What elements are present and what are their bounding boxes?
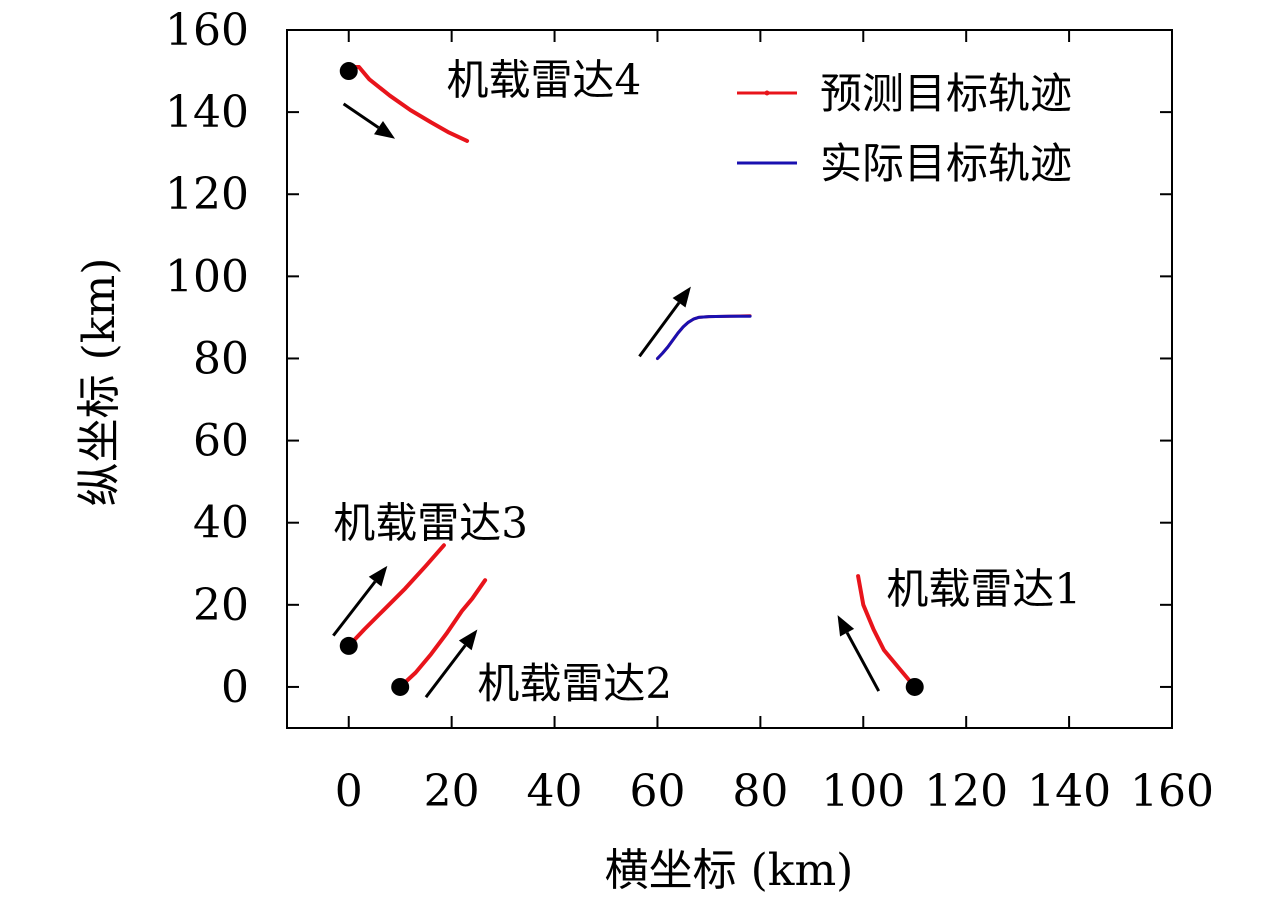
predicted-target-track [656,314,752,360]
y-tick-label: 60 [193,416,249,467]
y-tick-label: 20 [193,580,249,631]
x-tick-labels: 0 20 40 60 80 100 120 140 160 [335,766,1214,817]
x-tick-label: 40 [527,766,583,817]
legend-label-actual: 实际目标轨迹 [820,139,1072,188]
x-tick-label: 80 [732,766,788,817]
radar-position-marker [905,677,924,696]
x-tick-label: 60 [629,766,685,817]
y-tick-labels: 0 20 40 60 80 100 120 140 160 [165,5,249,713]
x-tick-label: 120 [924,766,1008,817]
y-tick-label: 40 [193,498,249,549]
y-tick-label: 0 [221,662,249,713]
x-tick-label: 0 [335,766,363,817]
motion-arrows [332,102,881,699]
motion-arrow-head [458,629,478,651]
radar-track [398,578,488,689]
y-tick-label: 160 [165,5,249,56]
radar-track [346,543,446,648]
y-axis-title: 纵坐标 (km) [74,258,125,507]
motion-arrow-shaft [424,644,467,699]
x-tick-label: 100 [821,766,905,817]
radar-label: 机载雷达4 [447,55,642,104]
radar-positions [339,62,924,696]
radar-label: 机载雷达1 [886,564,1081,613]
x-axis-title: 横坐标 (km) [605,845,854,896]
legend-swatch-predicted-marker [764,90,770,96]
plot-frame [286,29,1173,729]
radar-position-marker [339,62,358,81]
radar-annotations: 机载雷达1 机载雷达2 机载雷达3 机载雷达4 [333,55,1081,708]
motion-arrow-head [374,120,396,139]
y-tick-label: 100 [165,251,249,302]
x-tick-label: 140 [1027,766,1111,817]
actual-target-track [656,314,752,360]
y-tick-label: 140 [165,87,249,138]
motion-arrow-shaft [332,580,377,637]
radar-position-marker [339,636,358,655]
motion-arrow-head [368,565,388,587]
motion-arrow-head [672,286,691,308]
axis-ticks [287,29,1173,728]
radar-label: 机载雷达3 [333,499,528,548]
legend: 预测目标轨迹 实际目标轨迹 [737,69,1072,188]
x-tick-label: 20 [424,766,480,817]
legend-label-predicted: 预测目标轨迹 [820,69,1072,118]
radar-track [856,574,917,689]
y-tick-label: 120 [165,169,249,220]
motion-arrow-head [837,615,855,637]
radar-label: 机载雷达2 [477,659,672,708]
radar-position-marker [391,677,410,696]
motion-arrow-shaft [845,631,881,692]
x-tick-label: 160 [1130,766,1214,817]
y-tick-label: 80 [193,333,249,384]
motion-arrow-shaft [638,301,681,358]
motion-arrow-shaft [342,102,380,129]
